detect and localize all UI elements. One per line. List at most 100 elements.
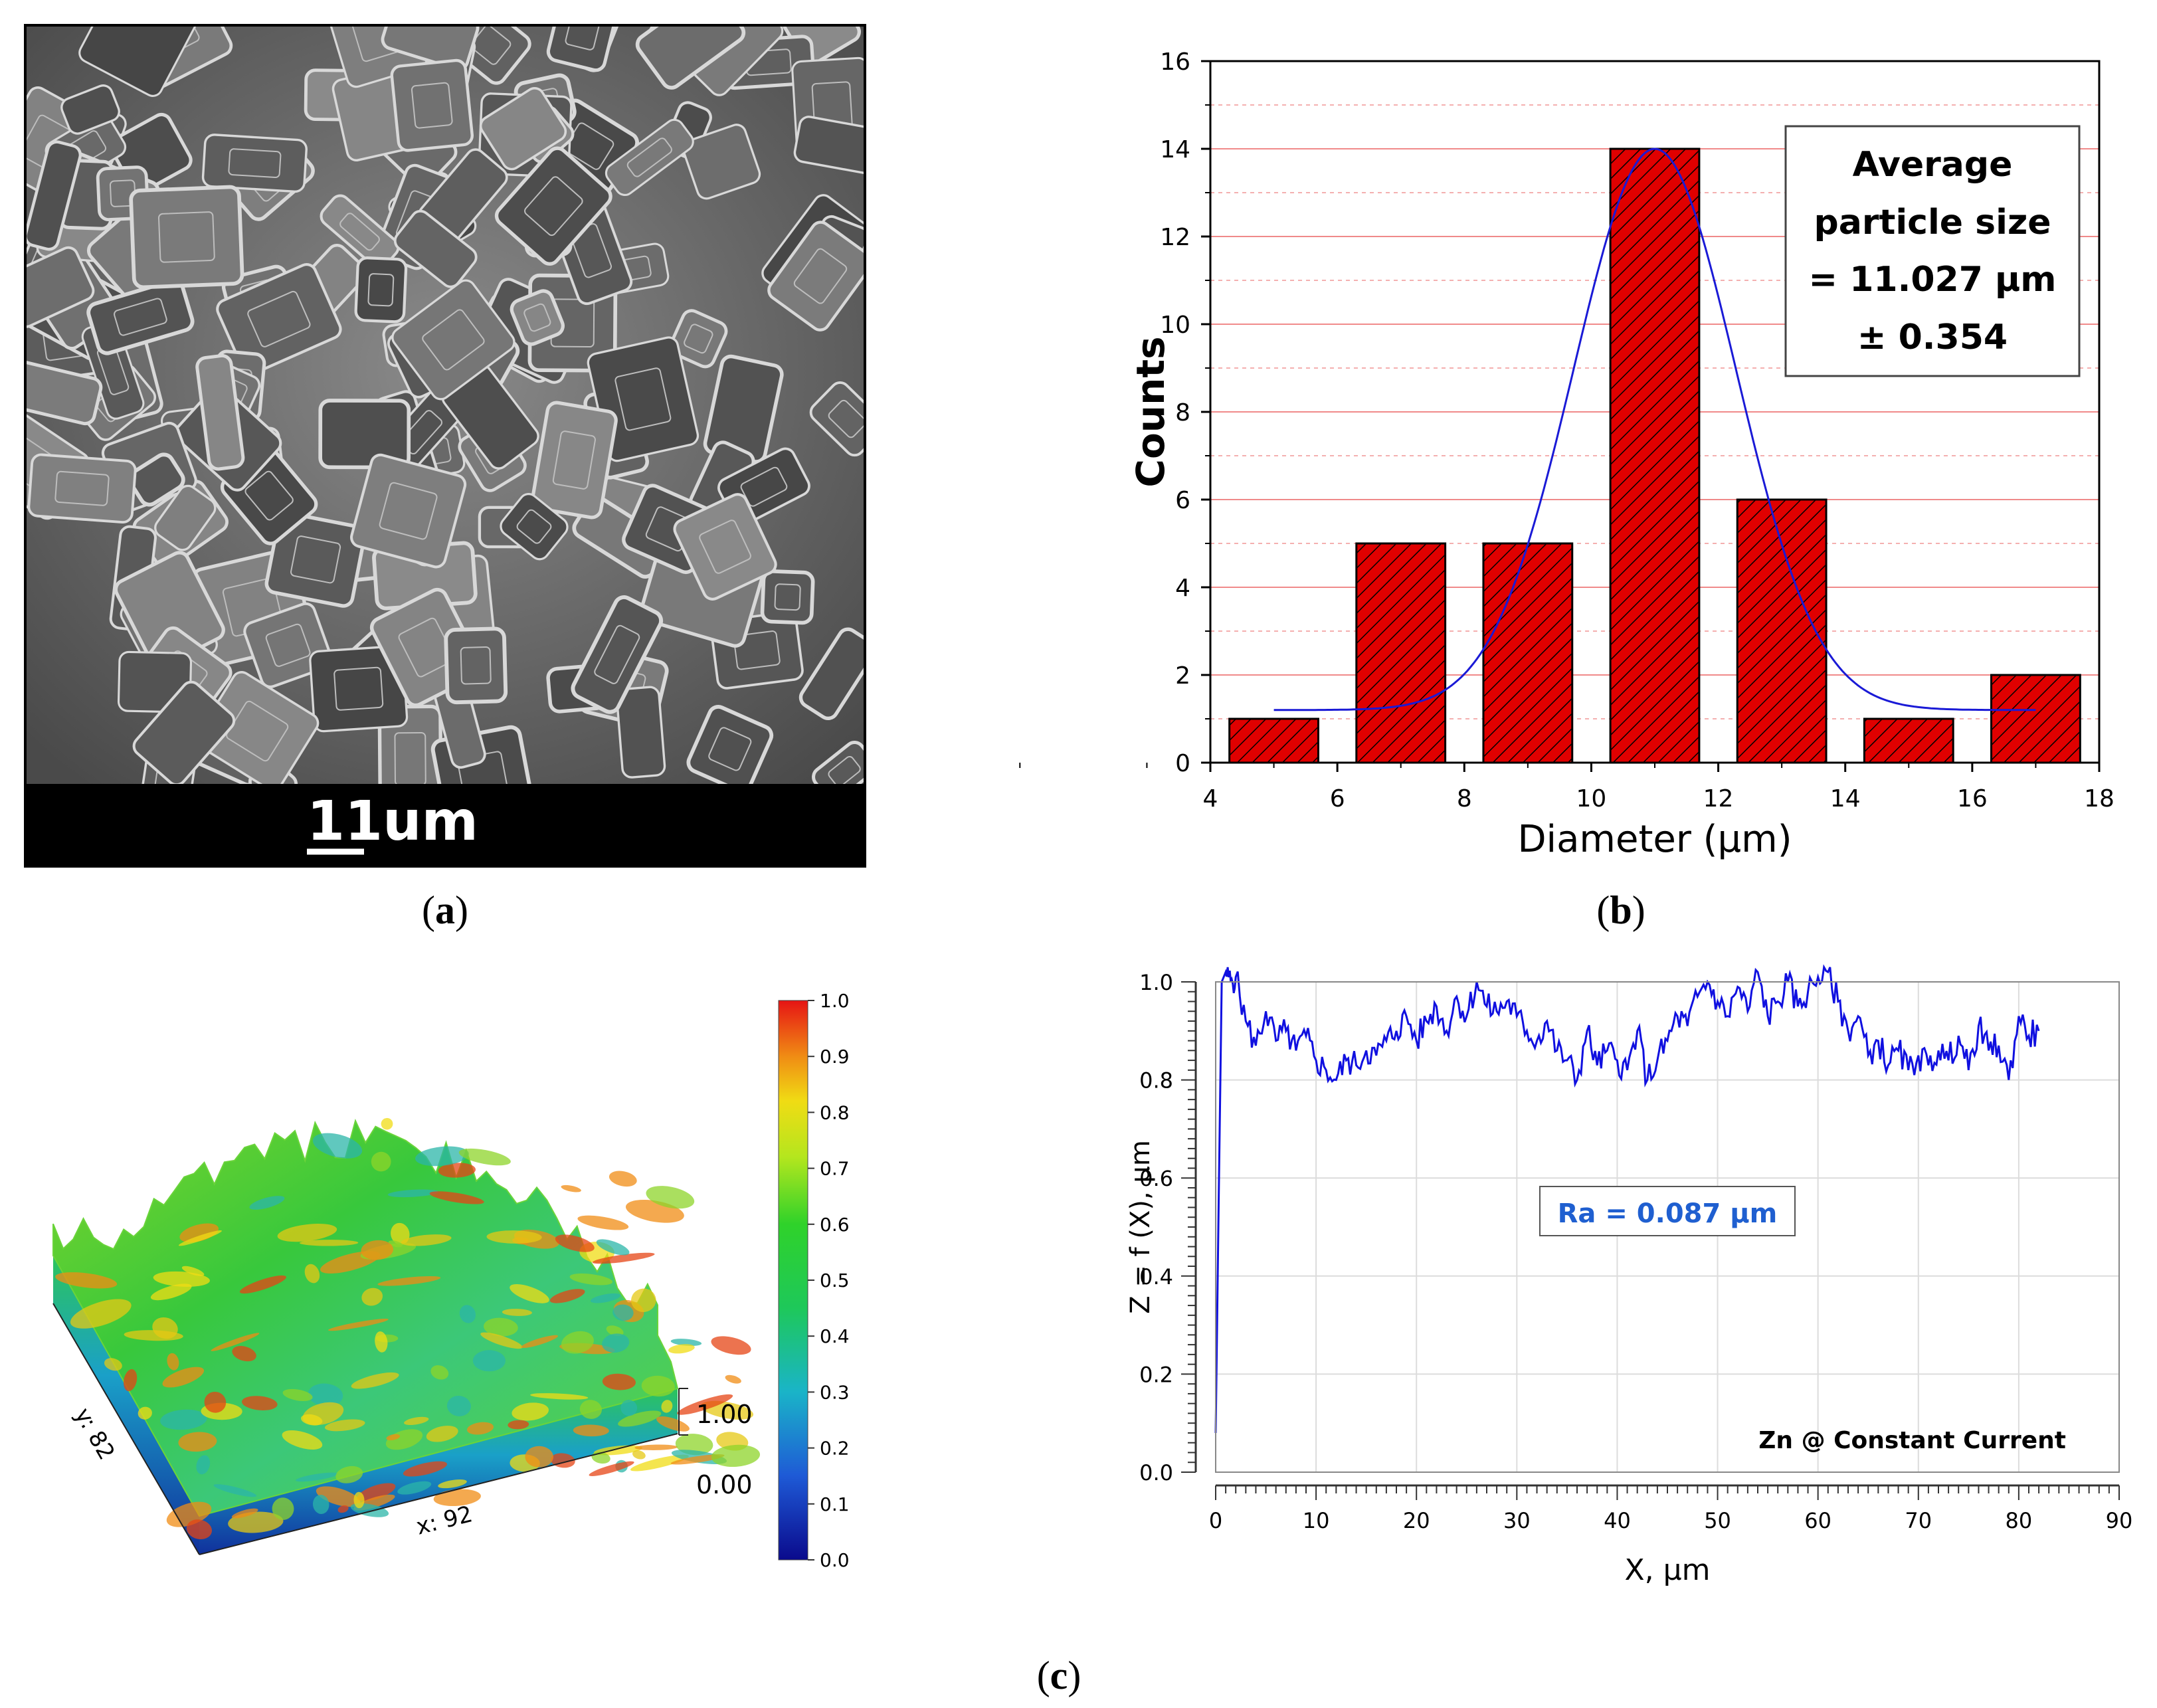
surface-peak bbox=[668, 1344, 695, 1354]
surface-peak bbox=[670, 1454, 725, 1465]
surface-peak bbox=[596, 1239, 630, 1256]
surface-peak bbox=[357, 1483, 396, 1501]
surface-peak bbox=[403, 1461, 447, 1477]
surface-peak bbox=[426, 1426, 458, 1442]
surface-peak bbox=[371, 1151, 391, 1172]
sem-crystal bbox=[760, 569, 815, 625]
sem-crystal bbox=[27, 453, 137, 524]
sem-crystal bbox=[27, 140, 82, 251]
surface-peak bbox=[397, 1481, 432, 1495]
surface-peak bbox=[634, 1444, 678, 1450]
gaussian-fit-curve bbox=[1273, 147, 2036, 712]
surface-peak bbox=[646, 1186, 695, 1209]
surface-peak bbox=[386, 1434, 401, 1441]
profile-x-axis-title: X, μm bbox=[1625, 1553, 1711, 1587]
sem-crystal-terrace bbox=[614, 367, 672, 431]
profile-line bbox=[1214, 964, 2040, 1434]
surface-peak bbox=[593, 1445, 643, 1456]
y-tick-label: 8 bbox=[1175, 399, 1190, 427]
colorbar-tick-label: 0.2 bbox=[820, 1438, 850, 1460]
surface-peak bbox=[361, 1240, 393, 1260]
sem-crystal bbox=[195, 353, 245, 471]
surface-peak bbox=[301, 1414, 323, 1426]
surface-peak bbox=[232, 1346, 256, 1362]
sem-crystal bbox=[809, 381, 864, 457]
x-tick-label: 18 bbox=[2084, 785, 2114, 812]
surface-peak bbox=[401, 1234, 452, 1246]
surface-peak bbox=[438, 1163, 476, 1178]
surface-height-features bbox=[55, 1117, 761, 1539]
y-tick-label: 0.4 bbox=[1139, 1264, 1173, 1289]
sem-crystal-terrace bbox=[290, 535, 341, 584]
colorbar-tick-label: 0.6 bbox=[820, 1214, 850, 1236]
surface-peak bbox=[508, 1420, 529, 1430]
surface-peak bbox=[510, 1283, 549, 1303]
y-tick-label: 0.0 bbox=[1139, 1460, 1173, 1485]
surface-peak bbox=[592, 1252, 655, 1264]
histogram-chart: 4 6 8 10 12 14 16 18 0 2 4 6 8 10 12 14 16 Diameter (μm)… bbox=[1019, 48, 2114, 861]
colorbar-ticks: 1.0 0.9 0.8 0.7 0.6 0.5 0.4 0.3 0.2 0.1 0.0 bbox=[808, 990, 850, 1571]
surface-peak bbox=[433, 1489, 481, 1507]
sem-crystal bbox=[510, 289, 565, 346]
sem-crystal-terrace bbox=[228, 148, 282, 179]
sem-crystal bbox=[60, 84, 120, 135]
histogram-bar bbox=[1228, 717, 1319, 764]
y-tick-label: 0.6 bbox=[1139, 1166, 1173, 1191]
sem-crystal bbox=[354, 256, 408, 324]
surface-peak bbox=[555, 1234, 595, 1252]
colorbar-tick-label: 0.7 bbox=[820, 1158, 850, 1180]
profile-plot-frame bbox=[1215, 981, 2120, 1473]
sem-crystal-terrace bbox=[339, 213, 380, 251]
surface-peak bbox=[602, 1333, 630, 1353]
sem-crystal bbox=[216, 262, 342, 375]
colorbar-tick-label: 0.9 bbox=[820, 1046, 850, 1068]
sem-crystal-terrace bbox=[552, 430, 596, 490]
x-tick-label: 90 bbox=[2106, 1508, 2133, 1533]
x-tick-label: 6 bbox=[1330, 785, 1345, 812]
colorbar-tick-label: 0.0 bbox=[820, 1549, 850, 1571]
x-tick-label: 16 bbox=[1957, 785, 1988, 812]
sem-crystal-terrace bbox=[828, 399, 864, 438]
sem-image-panel: 11um bbox=[24, 24, 866, 868]
x-tick-label: 10 bbox=[1303, 1508, 1330, 1533]
surface-peak bbox=[675, 1434, 713, 1456]
surface-peak bbox=[472, 1350, 506, 1372]
surface-peak bbox=[459, 1305, 476, 1323]
surface-peak bbox=[70, 1299, 132, 1329]
surface-3d-plot: 1.00 0.00 y: 82 x: 92 bbox=[52, 1117, 761, 1555]
x-tick-label: 4 bbox=[1203, 785, 1218, 812]
sem-crystal-terrace bbox=[54, 470, 110, 506]
surface-peak bbox=[272, 1497, 294, 1520]
histogram-axis-ticks: 4 6 8 10 12 14 16 18 0 2 4 6 8 10 12 14 16 bbox=[1019, 48, 2114, 812]
sem-crystal bbox=[128, 452, 185, 507]
surface-peak bbox=[335, 1466, 363, 1483]
sem-crystal-terrace bbox=[733, 630, 781, 670]
ra-annotation-box: Ra = 0.087 µm bbox=[1539, 1186, 1796, 1236]
surface-peak bbox=[296, 1472, 339, 1482]
annotation-line-2: particle size bbox=[1814, 203, 2051, 242]
z-tick-top: 1.00 bbox=[696, 1400, 753, 1429]
sem-crystal bbox=[500, 493, 569, 561]
histogram-bar bbox=[1355, 542, 1447, 764]
histogram-bar bbox=[1736, 498, 1828, 764]
surface-peak bbox=[512, 1402, 549, 1421]
surface-peak bbox=[609, 1171, 637, 1187]
sem-crystal-terrace bbox=[244, 470, 294, 521]
sem-crystal-terrace bbox=[379, 482, 438, 540]
surface-peak bbox=[480, 1332, 523, 1349]
y-tick-label: 0.2 bbox=[1139, 1362, 1173, 1387]
colorbar-tick-label: 0.5 bbox=[820, 1270, 850, 1291]
surface-peak bbox=[725, 1375, 741, 1384]
surface-peak bbox=[353, 1491, 365, 1509]
y-tick-label: 4 bbox=[1175, 575, 1190, 602]
surface-peak bbox=[429, 1191, 484, 1204]
surface-peak bbox=[656, 1416, 690, 1432]
x-tick-label: 60 bbox=[1804, 1508, 1831, 1533]
colorbar-tick-label: 0.3 bbox=[820, 1381, 850, 1403]
y-tick-label: 12 bbox=[1160, 224, 1190, 251]
surface-peak bbox=[561, 1185, 581, 1192]
surface-peak bbox=[213, 1484, 257, 1497]
panel-label-c: (c) bbox=[1037, 1654, 1081, 1697]
y-tick-label: 2 bbox=[1175, 662, 1190, 690]
sem-crystal bbox=[381, 27, 480, 71]
